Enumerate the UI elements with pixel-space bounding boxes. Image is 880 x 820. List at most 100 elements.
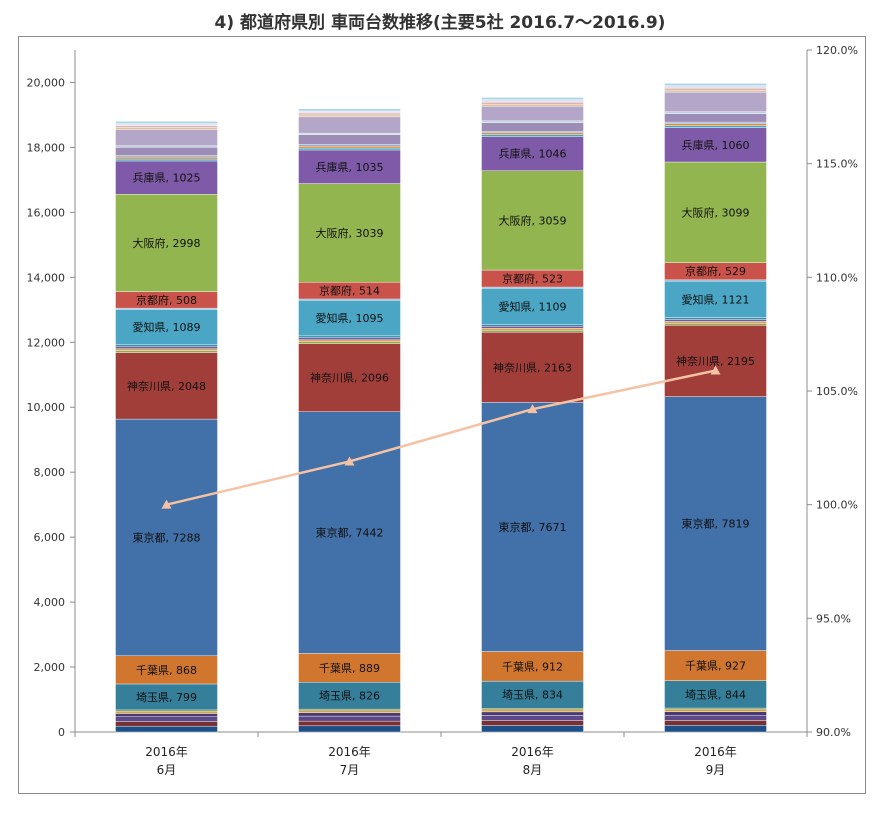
growth-point bbox=[710, 365, 721, 375]
bar-segment bbox=[115, 344, 218, 347]
bar-segment bbox=[664, 325, 767, 397]
bar-segment bbox=[298, 114, 401, 118]
data-label: 愛知県, 1121 bbox=[682, 292, 750, 306]
y-tick-label: 6,000 bbox=[34, 531, 66, 544]
data-label: 愛知県, 1095 bbox=[316, 311, 384, 325]
data-label: 埼玉県, 799 bbox=[136, 690, 197, 704]
bar-segment bbox=[115, 713, 218, 717]
bar-segment bbox=[664, 707, 767, 710]
chart-title: 4) 都道府県別 車両台数推移(主要5社 2016.7～2016.9) bbox=[214, 13, 666, 33]
bar-segment bbox=[115, 129, 218, 146]
x-tick-label: 2016年 bbox=[145, 745, 188, 759]
data-label: 千葉県, 889 bbox=[319, 661, 380, 675]
data-label: 兵庫県, 1060 bbox=[682, 138, 750, 152]
bar-segment bbox=[298, 341, 401, 344]
bar-segment bbox=[481, 102, 584, 105]
bar-segment bbox=[664, 83, 767, 86]
bar-segment bbox=[298, 708, 401, 711]
bar-segment bbox=[664, 709, 767, 712]
bar-segment bbox=[115, 418, 218, 656]
y2-tick-label: 110.0% bbox=[816, 271, 858, 284]
bar-segment bbox=[115, 348, 218, 351]
data-label: 京都府, 508 bbox=[136, 293, 197, 307]
data-label: 京都府, 523 bbox=[502, 272, 563, 286]
data-label: 千葉県, 868 bbox=[136, 663, 197, 677]
y-tick-label: 10,000 bbox=[27, 401, 66, 414]
growth-point bbox=[344, 456, 355, 466]
x-tick-label: 7月 bbox=[340, 763, 360, 777]
data-label: 京都府, 529 bbox=[685, 264, 746, 278]
bar-segment bbox=[298, 335, 401, 339]
bar-segment bbox=[115, 145, 218, 148]
bar-segment bbox=[115, 683, 218, 711]
data-label: 神奈川県, 2096 bbox=[310, 371, 389, 385]
bar-segment bbox=[481, 122, 584, 132]
y2-tick-label: 105.0% bbox=[816, 385, 858, 398]
bar-segment bbox=[481, 104, 584, 107]
y2-tick-label: 100.0% bbox=[816, 499, 858, 512]
bar-segment bbox=[298, 132, 401, 135]
data-label: 神奈川県, 2048 bbox=[127, 379, 206, 393]
bar-segment bbox=[115, 147, 218, 156]
bar-segment bbox=[298, 183, 401, 283]
y2-tick-label: 115.0% bbox=[816, 158, 858, 171]
bar-segment bbox=[298, 720, 401, 727]
bar-segment bbox=[481, 326, 584, 329]
data-label: 東京都, 7671 bbox=[499, 520, 567, 534]
bar-segment bbox=[298, 112, 401, 116]
bar-segment bbox=[115, 350, 218, 353]
bar-segment bbox=[115, 127, 218, 130]
bar-segment bbox=[298, 300, 401, 337]
data-label: 兵庫県, 1035 bbox=[316, 160, 384, 174]
data-label: 大阪府, 3039 bbox=[316, 226, 384, 240]
y-tick-label: 16,000 bbox=[27, 206, 66, 219]
bar-segment bbox=[115, 155, 218, 158]
data-label: 埼玉県, 826 bbox=[319, 689, 380, 703]
data-label: 神奈川県, 2163 bbox=[493, 360, 572, 374]
bar-segment bbox=[298, 110, 401, 114]
bar-segment bbox=[481, 170, 584, 271]
bar-segment bbox=[298, 725, 401, 733]
bar-segment bbox=[481, 136, 584, 171]
bar-segment bbox=[115, 160, 218, 195]
bar-segment bbox=[664, 711, 767, 716]
bar-segment bbox=[115, 121, 218, 124]
bar-segment bbox=[481, 97, 584, 100]
bar-segment bbox=[664, 280, 767, 318]
bar-segment bbox=[298, 653, 401, 683]
data-label: 大阪府, 2998 bbox=[133, 236, 201, 250]
bar-segment bbox=[115, 309, 218, 345]
bar-segment bbox=[664, 317, 767, 320]
bar-segment bbox=[481, 680, 584, 709]
bar-segment bbox=[115, 716, 218, 722]
y-tick-label: 2,000 bbox=[34, 661, 66, 674]
bar-segment bbox=[298, 134, 401, 145]
bar-segment bbox=[481, 106, 584, 122]
bar-segment bbox=[115, 655, 218, 685]
bar-segment bbox=[481, 324, 584, 327]
chart-frame bbox=[18, 36, 866, 794]
bar-segment bbox=[664, 113, 767, 123]
y-tick-label: 0 bbox=[58, 726, 65, 739]
bar-segment bbox=[115, 125, 218, 128]
bar-segment bbox=[664, 319, 767, 322]
data-label: 千葉県, 927 bbox=[685, 659, 746, 673]
bar-segment bbox=[481, 331, 584, 403]
bar-segment bbox=[481, 131, 584, 134]
bar-segment bbox=[115, 156, 218, 160]
bar-segment bbox=[481, 720, 584, 726]
bar-segment bbox=[298, 116, 401, 134]
data-label: 京都府, 514 bbox=[319, 284, 380, 298]
data-label: 兵庫県, 1025 bbox=[133, 171, 201, 185]
bar-segment bbox=[481, 715, 584, 721]
x-tick-label: 2016年 bbox=[694, 745, 737, 759]
y-tick-label: 14,000 bbox=[27, 271, 66, 284]
growth-point bbox=[161, 499, 172, 509]
bar-segment bbox=[298, 715, 401, 722]
bar-segment bbox=[115, 194, 218, 292]
bar-segment bbox=[664, 91, 767, 112]
bar-segment bbox=[115, 158, 218, 162]
x-tick-label: 2016年 bbox=[328, 745, 371, 759]
bar-segment bbox=[664, 111, 767, 114]
bar-segment bbox=[664, 125, 767, 128]
